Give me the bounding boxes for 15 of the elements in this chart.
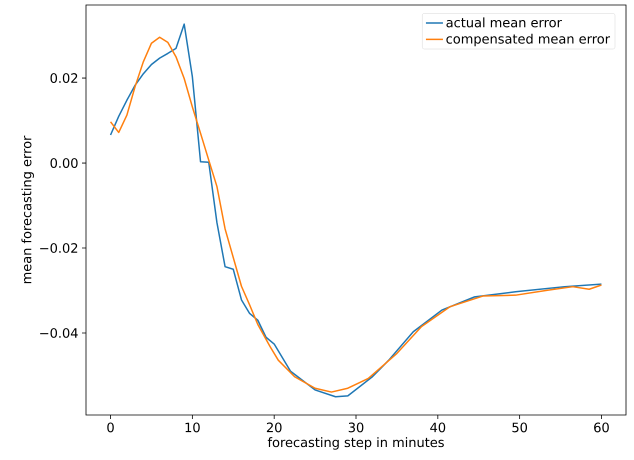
y-tick-label: −0.02	[40, 243, 78, 253]
legend-label: compensated mean error	[446, 34, 610, 46]
x-tick-label: 20	[266, 422, 282, 432]
x-tick-label: 0	[107, 422, 114, 432]
y-tick-label: −0.04	[40, 328, 78, 338]
x-tick-label: 40	[430, 422, 446, 432]
legend-label: actual mean error	[446, 17, 562, 28]
x-axis-title: forecasting step in minutes	[268, 437, 444, 450]
y-tick-label: 0.02	[50, 73, 78, 83]
x-tick-label: 50	[512, 422, 528, 432]
y-tick-label: 0.00	[50, 158, 78, 168]
y-axis-title: mean forecasting error	[21, 136, 34, 284]
x-tick-label: 60	[594, 422, 609, 432]
x-tick-label: 10	[186, 422, 200, 432]
x-tick-label: 30	[348, 422, 364, 432]
